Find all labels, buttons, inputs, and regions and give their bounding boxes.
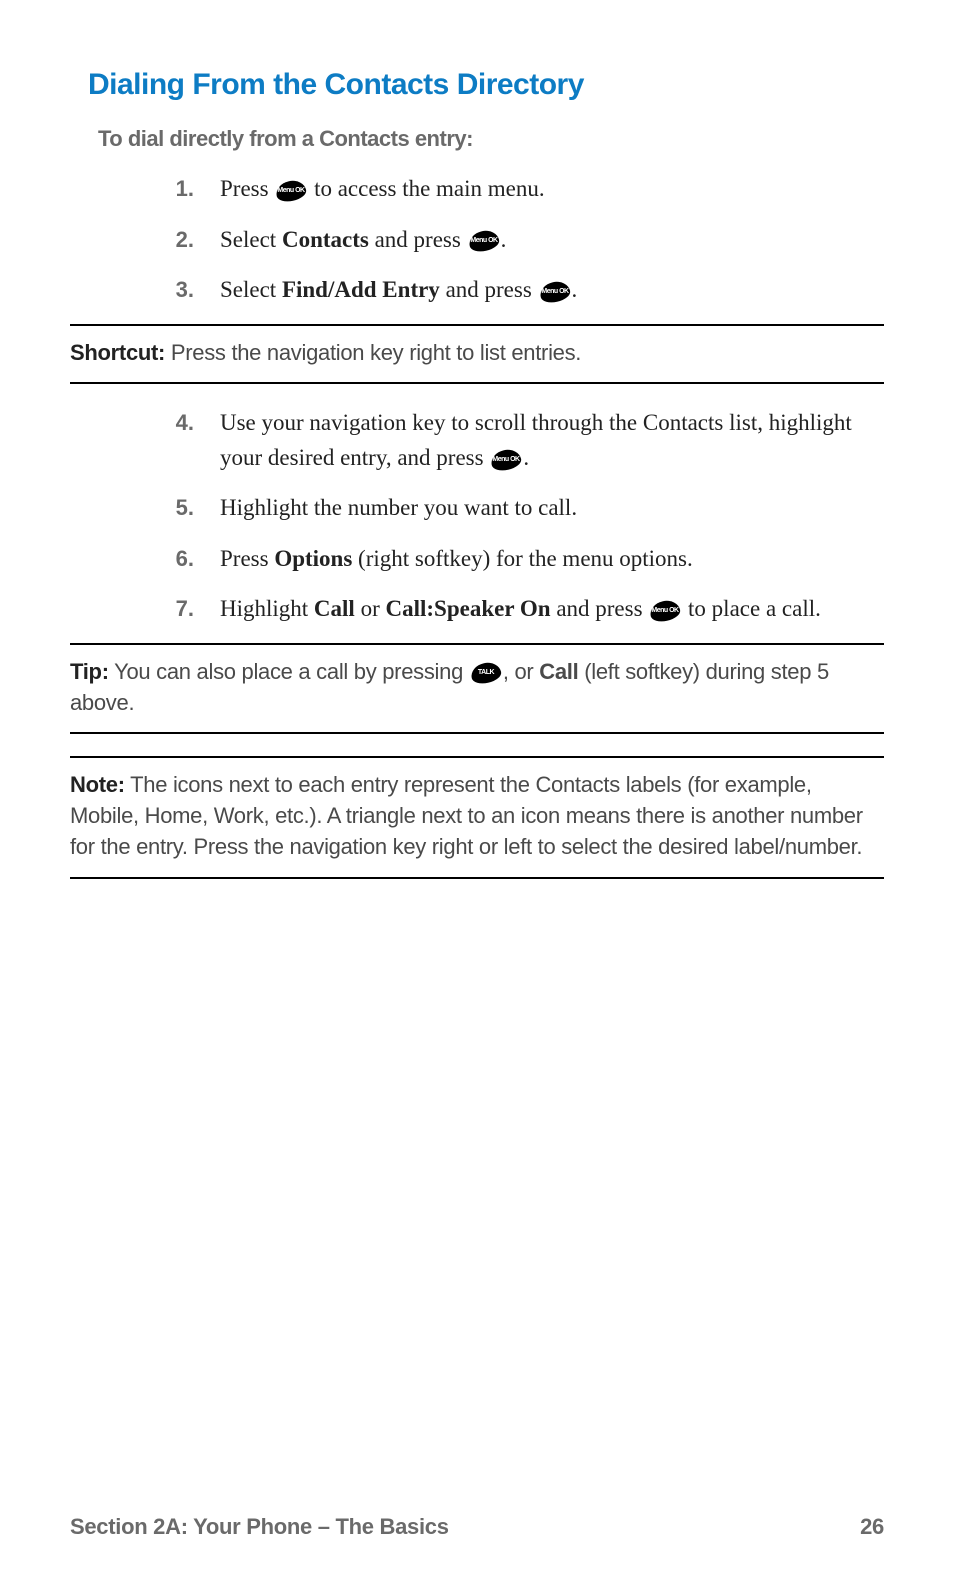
step-number: 6. bbox=[146, 542, 194, 577]
text-span: Highlight bbox=[220, 596, 314, 621]
text-span: Select bbox=[220, 277, 282, 302]
text-span: Select bbox=[220, 227, 282, 252]
step-text: Use your navigation key to scroll throug… bbox=[220, 406, 884, 475]
text-span: or bbox=[355, 596, 386, 621]
tip-callout: Tip: You can also place a call by pressi… bbox=[70, 643, 884, 735]
note-label: Note: bbox=[70, 772, 125, 797]
text-span: and press bbox=[369, 227, 467, 252]
text-span: . bbox=[501, 227, 507, 252]
note-callout: Note: The icons next to each entry repre… bbox=[70, 756, 884, 878]
footer-page: 26 bbox=[860, 1514, 884, 1540]
menu-ok-icon bbox=[538, 279, 572, 305]
bold-text: Find/Add Entry bbox=[282, 277, 440, 302]
bold-text: Call bbox=[314, 596, 355, 621]
page-footer: Section 2A: Your Phone – The Basics 26 bbox=[70, 1514, 884, 1540]
step-item: 2. Select Contacts and press . bbox=[146, 223, 884, 258]
menu-ok-icon bbox=[490, 447, 524, 473]
text-span: You can also place a call by pressing bbox=[109, 659, 469, 684]
step-text: Highlight Call or Call:Speaker On and pr… bbox=[220, 592, 841, 627]
step-text: Select Find/Add Entry and press . bbox=[220, 273, 597, 308]
step-number: 2. bbox=[146, 223, 194, 258]
text-span: and press bbox=[551, 596, 649, 621]
steps-first: 1. Press to access the main menu. 2. Select… bbox=[146, 172, 884, 308]
step-text: Press Options (right softkey) for the me… bbox=[220, 542, 713, 577]
intro-text: To dial directly from a Contacts entry: bbox=[98, 126, 884, 152]
bold-text: Call bbox=[539, 659, 578, 684]
text-span: to place a call. bbox=[682, 596, 821, 621]
bold-text: Call:Speaker On bbox=[385, 596, 550, 621]
menu-ok-icon bbox=[467, 228, 501, 254]
footer-section: Section 2A: Your Phone – The Basics bbox=[70, 1514, 449, 1540]
step-number: 1. bbox=[146, 172, 194, 207]
step-number: 7. bbox=[146, 592, 194, 627]
text-span: Press bbox=[220, 546, 274, 571]
step-number: 3. bbox=[146, 273, 194, 308]
bold-text: Contacts bbox=[282, 227, 369, 252]
text-span: and press bbox=[440, 277, 538, 302]
step-text: Select Contacts and press . bbox=[220, 223, 526, 258]
page-title: Dialing From the Contacts Directory bbox=[88, 68, 884, 102]
step-number: 5. bbox=[146, 491, 194, 526]
step-number: 4. bbox=[146, 406, 194, 475]
shortcut-label: Shortcut: bbox=[70, 340, 165, 365]
talk-icon bbox=[469, 660, 503, 686]
step-item: 3. Select Find/Add Entry and press . bbox=[146, 273, 884, 308]
text-span: Highlight the number you want to call. bbox=[220, 495, 577, 520]
step-item: 4. Use your navigation key to scroll thro… bbox=[146, 406, 884, 475]
text-span: to access the main menu. bbox=[308, 176, 544, 201]
text-span: Use your navigation key to scroll throug… bbox=[220, 410, 852, 470]
menu-ok-icon bbox=[649, 598, 683, 624]
text-span: , or bbox=[503, 659, 539, 684]
step-text: Highlight the number you want to call. bbox=[220, 491, 597, 526]
steps-second: 4. Use your navigation key to scroll thro… bbox=[146, 406, 884, 627]
step-item: 6. Press Options (right softkey) for the … bbox=[146, 542, 884, 577]
bold-text: Options bbox=[274, 546, 352, 571]
step-item: 5. Highlight the number you want to call. bbox=[146, 491, 884, 526]
menu-ok-icon bbox=[275, 178, 309, 204]
text-span: (right softkey) for the menu options. bbox=[352, 546, 692, 571]
tip-label: Tip: bbox=[70, 659, 109, 684]
text-span: . bbox=[572, 277, 578, 302]
step-item: 1. Press to access the main menu. bbox=[146, 172, 884, 207]
shortcut-text: Press the navigation key right to list e… bbox=[165, 340, 581, 365]
shortcut-callout: Shortcut: Press the navigation key right… bbox=[70, 324, 884, 385]
note-text: The icons next to each entry represent t… bbox=[70, 772, 863, 859]
step-text: Press to access the main menu. bbox=[220, 172, 565, 207]
text-span: . bbox=[523, 445, 529, 470]
text-span: Press bbox=[220, 176, 274, 201]
step-item: 7. Highlight Call or Call:Speaker On and … bbox=[146, 592, 884, 627]
